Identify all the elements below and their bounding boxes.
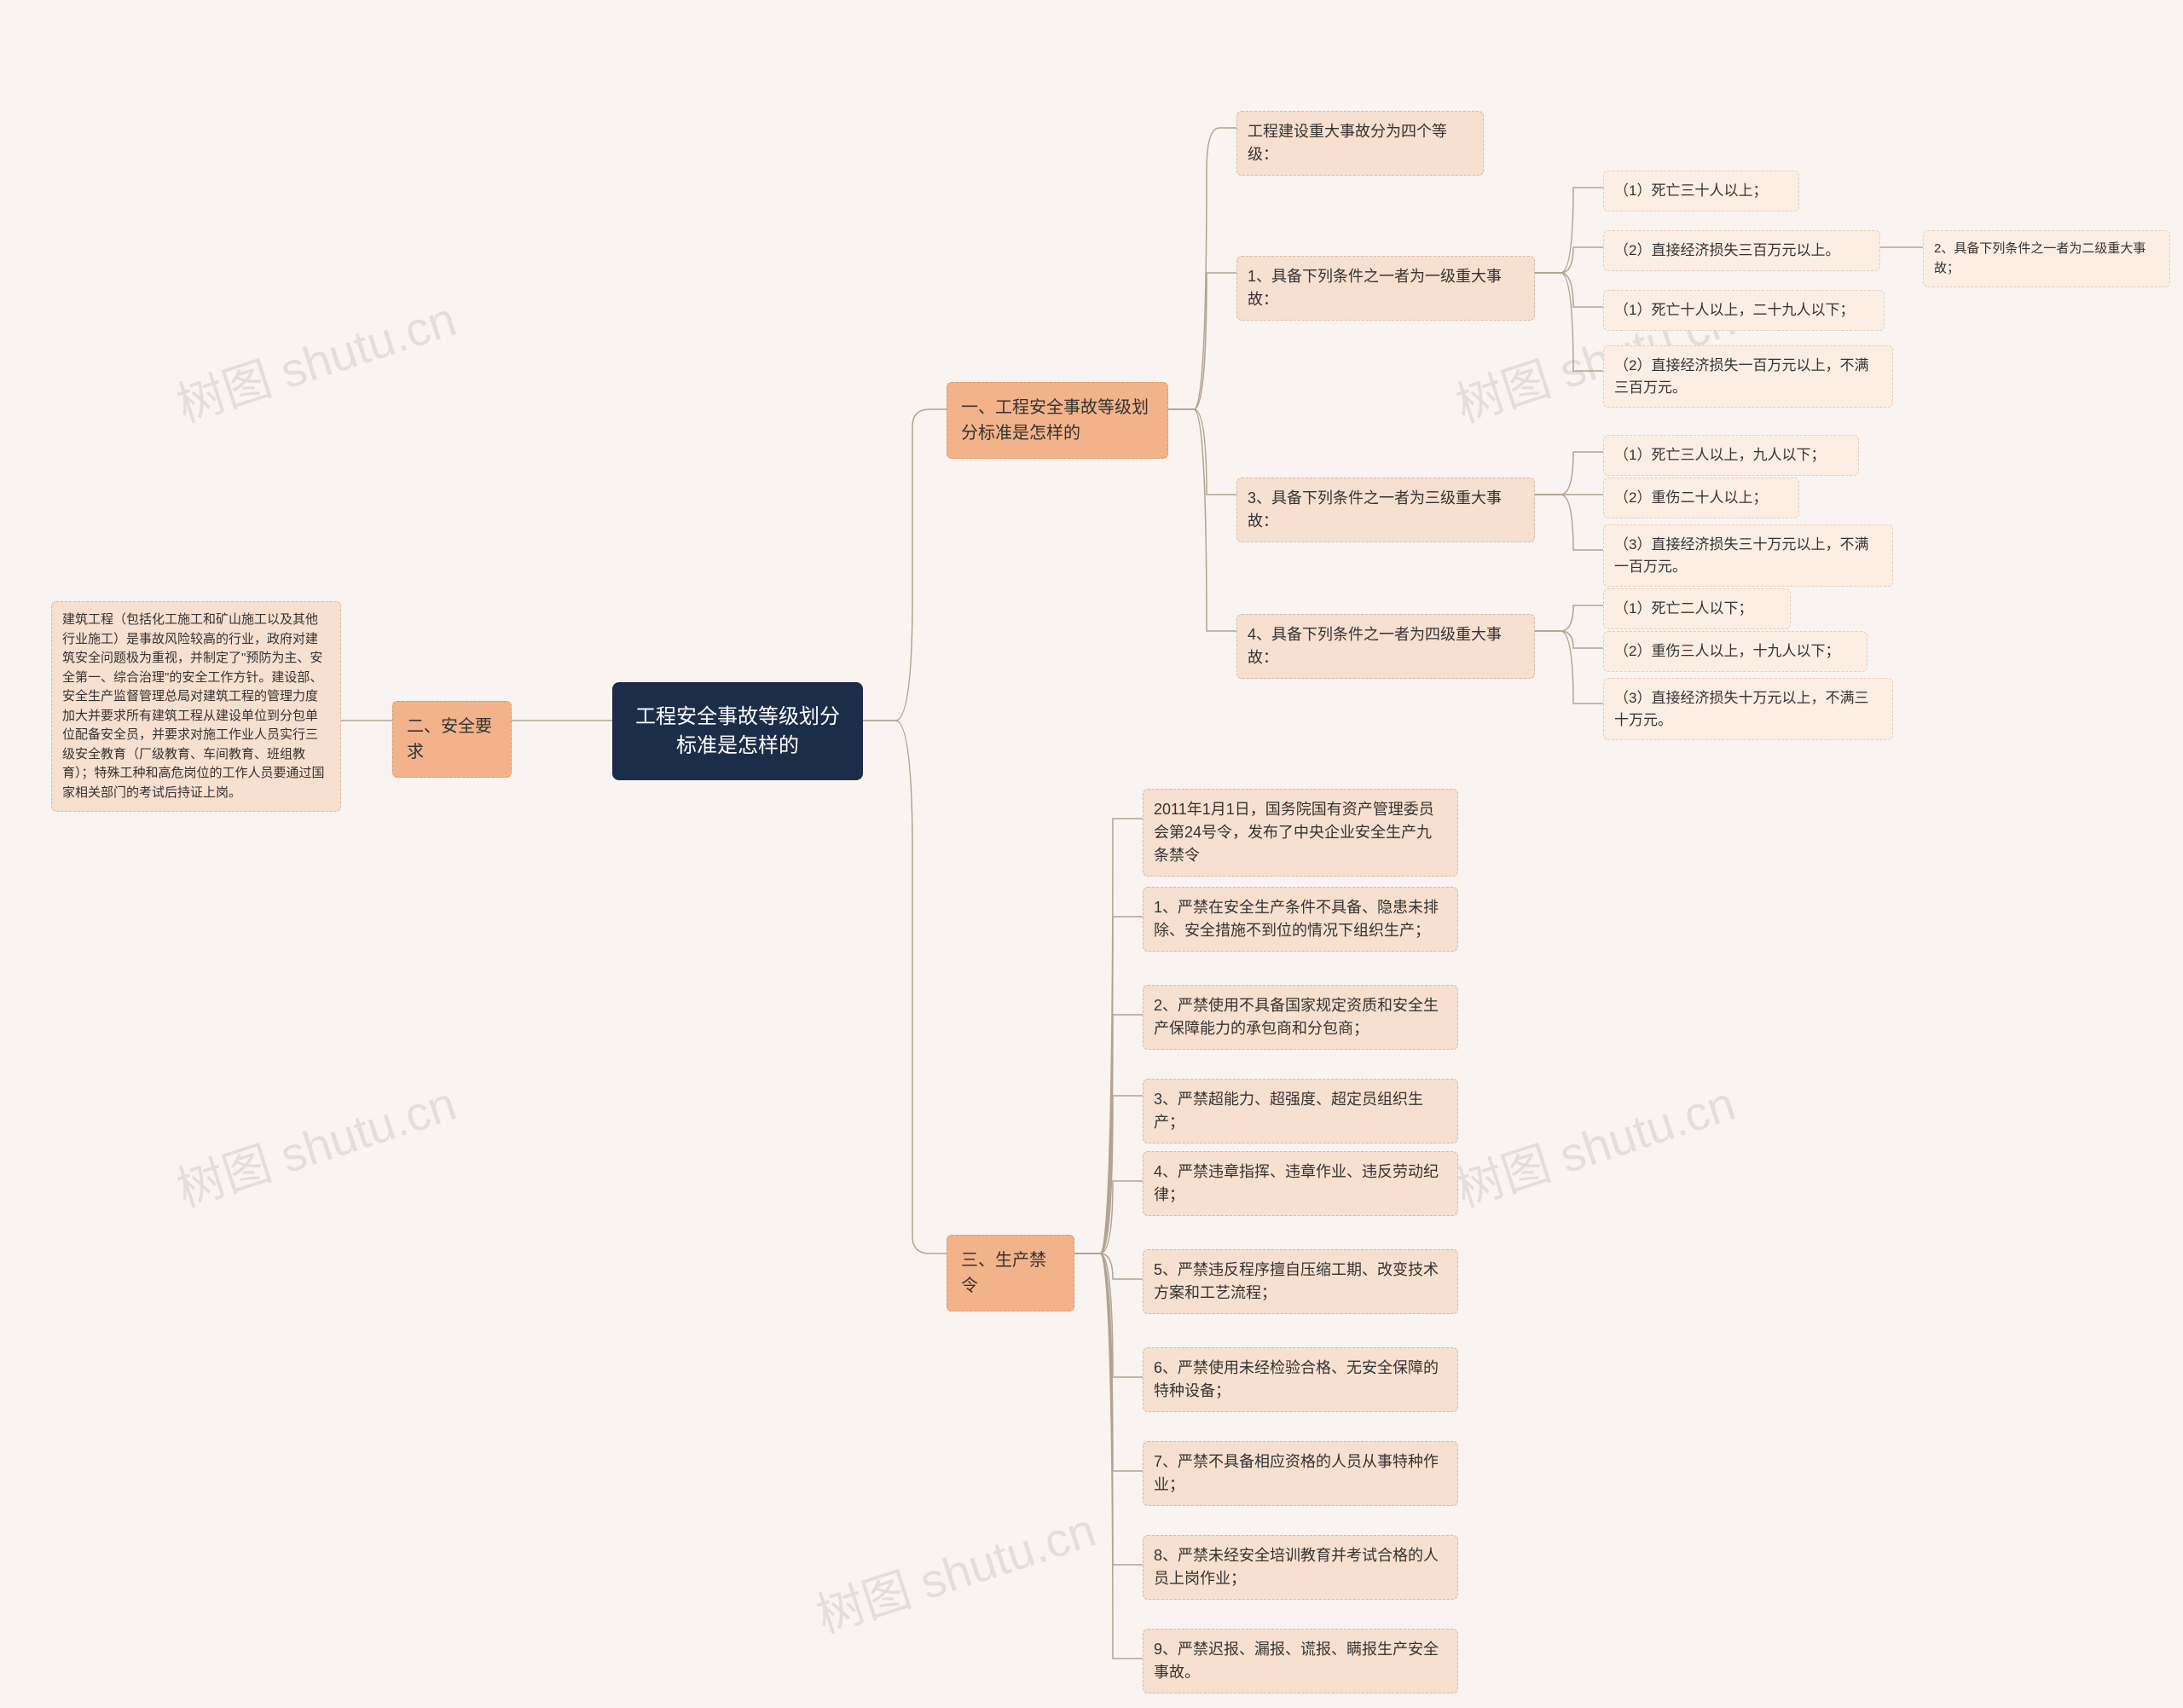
sec1-n1b[interactable]: （2）直接经济损失三百万元以上。 [1603, 230, 1880, 271]
sec1-n1a[interactable]: （1）死亡三十人以上； [1603, 171, 1799, 211]
sec1-n3b[interactable]: （2）重伤二十人以上； [1603, 478, 1799, 518]
sec3-n6[interactable]: 6、严禁使用未经检验合格、无安全保障的特种设备； [1143, 1347, 1458, 1412]
sec3-n8[interactable]: 8、严禁未经安全培训教育并考试合格的人员上岗作业； [1143, 1535, 1458, 1600]
sec1-title[interactable]: 一、工程安全事故等级划分标准是怎样的 [947, 382, 1168, 459]
sec3-n1[interactable]: 1、严禁在安全生产条件不具备、隐患未排除、安全措施不到位的情况下组织生产； [1143, 887, 1458, 952]
sec1-n1d[interactable]: （2）直接经济损失一百万元以上，不满三百万元。 [1603, 345, 1893, 408]
sec1-n0[interactable]: 工程建设重大事故分为四个等级： [1236, 111, 1484, 176]
sec3-title[interactable]: 三、生产禁令 [947, 1235, 1074, 1311]
sec3-n5[interactable]: 5、严禁违反程序擅自压缩工期、改变技术方案和工艺流程； [1143, 1249, 1458, 1314]
sec3-n9[interactable]: 9、严禁迟报、漏报、谎报、瞒报生产安全事故。 [1143, 1629, 1458, 1694]
sec1-n4b[interactable]: （2）重伤三人以上，十九人以下； [1603, 631, 1867, 672]
sec1-n3a[interactable]: （1）死亡三人以上，九人以下； [1603, 435, 1859, 476]
sec1-n4c[interactable]: （3）直接经济损失十万元以上，不满三十万元。 [1603, 678, 1893, 740]
sec1-n1[interactable]: 1、具备下列条件之一者为一级重大事故： [1236, 256, 1535, 321]
sec3-n7[interactable]: 7、严禁不具备相应资格的人员从事特种作业； [1143, 1441, 1458, 1506]
sec1-n3c[interactable]: （3）直接经济损失三十万元以上，不满一百万元。 [1603, 524, 1893, 587]
sec3-n4[interactable]: 4、严禁违章指挥、违章作业、违反劳动纪律； [1143, 1151, 1458, 1216]
sec2-title[interactable]: 二、安全要求 [392, 701, 512, 778]
sec1-n4[interactable]: 4、具备下列条件之一者为四级重大事故： [1236, 614, 1535, 679]
root-node[interactable]: 工程安全事故等级划分标准是怎样的 [612, 682, 863, 780]
watermark: 树图 shutu.cn [167, 281, 464, 437]
sec3-n0[interactable]: 2011年1月1日，国务院国有资产管理委员会第24号令，发布了中央企业安全生产九… [1143, 789, 1458, 877]
sec1-n3[interactable]: 3、具备下列条件之一者为三级重大事故： [1236, 478, 1535, 542]
watermark: 树图 shutu.cn [167, 1066, 464, 1221]
sec1-n1c[interactable]: （1）死亡十人以上，二十九人以下； [1603, 290, 1885, 331]
mindmap-canvas: 树图 shutu.cn 树图 shutu.cn 树图 shutu.cn 树图 s… [0, 0, 2183, 1708]
sec3-n2[interactable]: 2、严禁使用不具备国家规定资质和安全生产保障能力的承包商和分包商； [1143, 985, 1458, 1050]
watermark: 树图 shutu.cn [807, 1492, 1103, 1647]
watermark: 树图 shutu.cn [1446, 1066, 1743, 1221]
sec1-n4a[interactable]: （1）死亡二人以下； [1603, 588, 1791, 629]
sec2-body[interactable]: 建筑工程（包括化工施工和矿山施工以及其他行业施工）是事故风险较高的行业，政府对建… [51, 601, 341, 812]
sec3-n3[interactable]: 3、严禁超能力、超强度、超定员组织生产； [1143, 1079, 1458, 1143]
sec1-n1b-right[interactable]: 2、具备下列条件之一者为二级重大事故； [1923, 230, 2170, 287]
